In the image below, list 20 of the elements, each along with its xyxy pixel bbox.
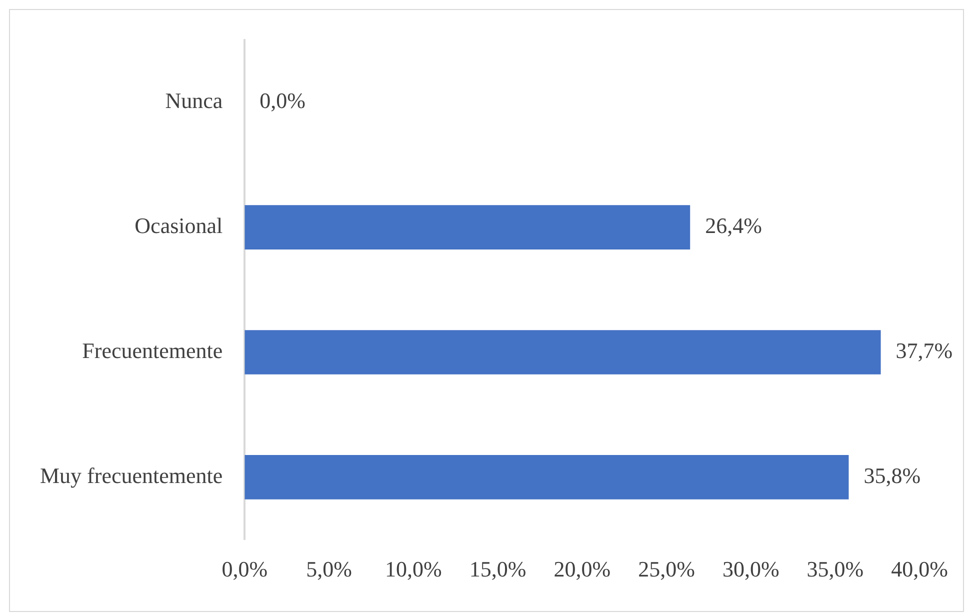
bar [244,330,881,374]
y-tick-label: Ocasional [134,213,223,238]
y-tick-label: Frecuentemente [82,338,223,364]
x-tick-label: 15,0% [469,556,526,582]
data-label: 26,4% [705,213,762,238]
data-label: 0,0% [260,88,306,114]
y-tick-label: Nunca [165,88,223,114]
x-tick-label: 20,0% [554,556,611,582]
data-label: 35,8% [864,462,921,488]
bar [244,205,690,250]
x-tick-label: 35,0% [806,556,864,582]
x-tick-label: 5,0% [306,556,352,582]
x-tick-label: 30,0% [722,556,780,582]
x-tick-label: 0,0% [222,556,268,582]
data-label: 37,7% [896,338,953,364]
x-tick-label: 10,0% [384,556,442,582]
x-tick-label: 40,0% [891,556,948,582]
x-tick-label: 25,0% [638,556,695,582]
bar [244,454,849,500]
y-tick-label: Muy frecuentemente [40,462,223,488]
